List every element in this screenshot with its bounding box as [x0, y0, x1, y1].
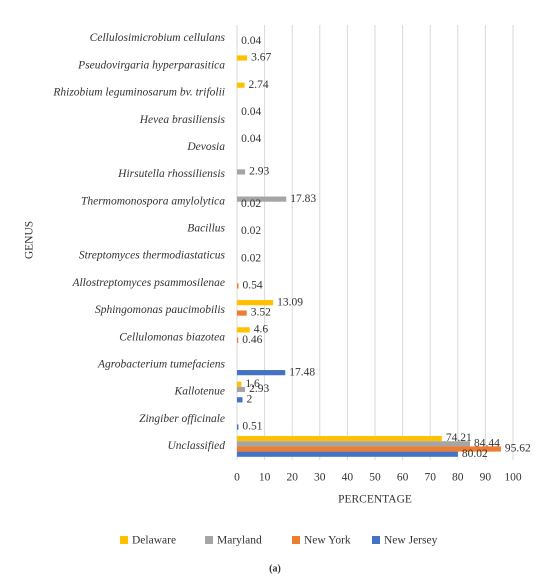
caption: (a)	[269, 563, 281, 574]
data-label: 13.09	[277, 296, 303, 308]
bar	[237, 424, 239, 430]
y-tick-label: Cellulosimicrobium cellulans	[90, 32, 226, 44]
legend-swatch	[120, 536, 128, 544]
data-label: 2.93	[249, 383, 269, 395]
legend-swatch	[372, 536, 380, 544]
data-label: 0.54	[242, 280, 262, 292]
data-label: 0.51	[242, 421, 262, 433]
bar	[237, 327, 250, 333]
legend-swatch	[292, 536, 300, 544]
x-tick-label: 20	[286, 472, 298, 484]
bar	[237, 451, 458, 457]
bar	[237, 169, 246, 175]
data-label: 3.67	[251, 52, 271, 64]
x-axis-title: PERCENTAGE	[338, 494, 412, 506]
x-tick-label: 10	[259, 472, 271, 484]
bar	[237, 283, 239, 289]
y-axis-title: GENUS	[24, 221, 36, 259]
data-label: 0.04	[241, 35, 261, 47]
y-tick-label: Hevea brasiliensis	[139, 114, 226, 126]
data-label: 0.04	[241, 133, 261, 145]
bar	[237, 337, 239, 343]
x-tick-label: 50	[369, 472, 381, 484]
y-tick-label: Sphingomonas paucimobilis	[95, 304, 226, 316]
data-label: 1.6	[245, 378, 260, 390]
y-tick-label: Streptomyces thermodiastaticus	[79, 250, 226, 262]
data-label: 17.83	[290, 193, 316, 205]
x-tick-label: 60	[397, 472, 409, 484]
legend-label: Delaware	[132, 535, 176, 547]
data-label: 17.48	[289, 366, 315, 378]
bar	[237, 446, 501, 452]
legend-label: New Jersey	[384, 535, 438, 547]
y-tick-label: Kallotenue	[174, 386, 225, 398]
data-label: 0.02	[241, 198, 261, 210]
y-tick-label: Devosia	[186, 141, 225, 153]
data-label: 80.02	[462, 448, 488, 460]
data-label: 2.93	[249, 166, 269, 178]
bar	[237, 310, 247, 316]
legend-label: Maryland	[217, 535, 262, 547]
y-tick-label: Bacillus	[187, 223, 225, 235]
data-label: 2	[247, 393, 253, 405]
legend-label: New York	[304, 535, 351, 547]
bar	[237, 82, 245, 88]
y-tick-label: Cellulomonas biazotea	[119, 331, 225, 343]
bar	[237, 300, 274, 306]
data-label: 0.02	[241, 225, 261, 237]
data-label: 2.74	[249, 79, 269, 91]
y-tick-label: Hirsutella rhossiliensis	[117, 168, 225, 180]
bar	[237, 397, 243, 403]
bar	[237, 196, 287, 202]
bar	[237, 441, 471, 447]
y-tick-label: Unclassified	[168, 440, 226, 452]
x-tick-label: 0	[234, 472, 240, 484]
data-label: 3.52	[251, 307, 271, 319]
bar	[237, 386, 246, 393]
bar	[237, 370, 286, 376]
y-tick-label: Allostreptomyces psammosilenae	[71, 277, 225, 289]
legend-swatch	[205, 536, 213, 544]
y-tick-label: Agrobacterium tumefaciens	[97, 358, 226, 370]
x-tick-label: 90	[480, 472, 492, 484]
bar	[237, 381, 242, 387]
y-tick-label: Zingiber officinale	[139, 413, 225, 425]
data-label: 0.46	[242, 334, 262, 346]
x-tick-label: 30	[314, 472, 326, 484]
data-label: 4.6	[254, 323, 269, 335]
x-tick-label: 70	[424, 472, 436, 484]
x-tick-label: 100	[504, 472, 522, 484]
bar	[237, 436, 442, 442]
x-tick-label: 40	[342, 472, 354, 484]
y-tick-label: Thermomonospora amylolytica	[81, 195, 225, 207]
data-label: 0.02	[241, 252, 261, 264]
data-label: 0.04	[241, 106, 261, 118]
y-tick-label: Rhizobium leguminosarum bv. trifolii	[52, 87, 225, 99]
bar	[237, 55, 248, 61]
data-label: 95.62	[505, 443, 531, 455]
x-tick-label: 80	[452, 472, 464, 484]
y-tick-label: Pseudovirgaria hyperparasitica	[77, 59, 225, 71]
